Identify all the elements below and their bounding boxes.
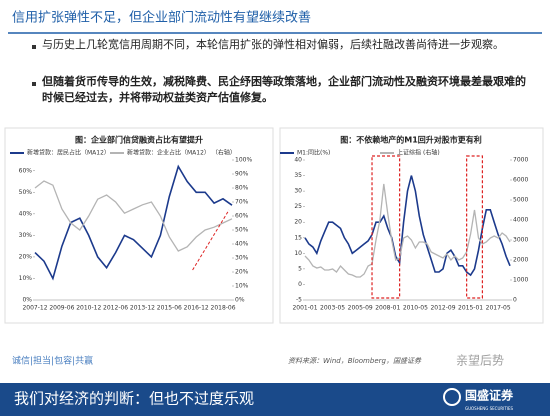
chart-title: 图：不依赖地产的M1回升对股市更有利 xyxy=(340,135,482,145)
legend-label: 上证综指 xyxy=(397,149,421,157)
y-tick-label: 10% xyxy=(19,275,33,282)
series-line xyxy=(304,183,511,278)
panel xyxy=(279,127,544,324)
x-tick-label: 2008-01 xyxy=(375,305,400,312)
series-line xyxy=(34,180,233,252)
slide-title: 信用扩张弹性不足，但企业部门流动性有望继续改善 xyxy=(12,10,311,26)
y2-tick-label: 20% xyxy=(235,269,249,276)
y-tick-label: 60% xyxy=(19,167,33,174)
y-tick-label: 5 xyxy=(298,265,302,272)
panel xyxy=(4,127,274,324)
y-tick-label: 30% xyxy=(19,232,33,239)
x-tick-label: 2003-05 xyxy=(320,305,345,312)
x-tick-label: 2013-12 xyxy=(130,305,155,312)
y2-tick-label: 100% xyxy=(235,157,252,164)
x-tick-label: 2007-12 xyxy=(22,305,47,312)
y-tick-label: 30 xyxy=(294,188,302,195)
bullet-box: 但随着货币传导的生效，减税降费、民企纾困等政策落地，企业部门流动性及融资环境最差… xyxy=(42,75,526,104)
banner-text: 我们对经济的判断：但也不过度乐观 xyxy=(14,390,254,408)
x-tick-label: 2009-06 xyxy=(49,305,74,312)
y-tick-label: -5 xyxy=(296,297,302,304)
x-tick-label: 2005-09 xyxy=(348,305,373,312)
x-tick-label: 2010-05 xyxy=(403,305,428,312)
legend-note: (右轴) xyxy=(423,149,440,157)
chart-title: 图：企业部门信贷融资占比有望提升 xyxy=(75,135,203,145)
source: 资料来源：Wind，Bloomberg，国盛证券 xyxy=(288,357,422,365)
logo-en: GUOSHENG SECURITIES xyxy=(465,406,514,411)
legend-note: （右轴） xyxy=(212,149,236,157)
y-tick-label: 0% xyxy=(22,297,32,304)
x-tick-label: 2001-01 xyxy=(292,305,317,312)
series-line xyxy=(34,164,233,281)
logo: 国盛证券 xyxy=(465,388,514,403)
y-tick-label: 20 xyxy=(294,219,302,226)
logo-icon xyxy=(443,388,461,406)
watermark: 亲望后势 xyxy=(456,354,504,368)
y2-tick-label: 30% xyxy=(235,255,249,262)
banner xyxy=(0,383,550,416)
legend-label: M1:同比(%) xyxy=(297,149,330,157)
x-tick-label: 2010-12 xyxy=(76,305,101,312)
bullet-icon xyxy=(32,45,36,49)
legend-label: 新增贷款：企业占比（MA12） xyxy=(127,149,210,157)
y2-tick-label: 70% xyxy=(235,199,249,206)
trend-arrow xyxy=(192,209,230,271)
bullet-2: 但随着货币传导的生效，减税降费、民企纾困等政策落地，企业部门流动性及融资环境最差… xyxy=(42,75,526,104)
bullet-icon xyxy=(32,82,36,86)
y2-tick-label: 0% xyxy=(235,297,245,304)
y2-tick-label: 4000 xyxy=(513,217,528,224)
y-tick-label: 35 xyxy=(294,172,302,179)
y-tick-label: 40% xyxy=(19,210,33,217)
y2-tick-label: 7000 xyxy=(513,157,528,164)
y-tick-label: 10 xyxy=(294,250,302,257)
x-tick-label: 2017-05 xyxy=(486,305,511,312)
y2-tick-label: 5000 xyxy=(513,197,528,204)
y2-tick-label: 3000 xyxy=(513,237,528,244)
y-tick-label: 20% xyxy=(19,253,33,260)
bullet-box: 与历史上几轮宽信用周期不同，本轮信用扩张的弹性相对偏弱，后续社融改善尚待进一步观… xyxy=(42,38,504,51)
x-tick-label: 2018-06 xyxy=(211,305,236,312)
y2-tick-label: 1000 xyxy=(513,277,528,284)
y-tick-label: 50% xyxy=(19,189,33,196)
y2-tick-label: 0 xyxy=(513,297,517,304)
y2-tick-label: 6000 xyxy=(513,177,528,184)
y2-tick-label: 50% xyxy=(235,227,249,234)
y-tick-label: 40 xyxy=(294,157,302,164)
y2-tick-label: 40% xyxy=(235,241,249,248)
y-tick-label: 0 xyxy=(298,281,302,288)
y2-tick-label: 2000 xyxy=(513,257,528,264)
x-tick-label: 2016-12 xyxy=(184,305,209,312)
highlight-box xyxy=(466,155,484,299)
bullet-1: 与历史上几轮宽信用周期不同，本轮信用扩张的弹性相对偏弱，后续社融改善尚待进一步观… xyxy=(42,38,504,51)
x-tick-label: 2012-06 xyxy=(103,305,128,312)
x-tick-label: 2015-06 xyxy=(157,305,182,312)
x-tick-label: 2012-09 xyxy=(430,305,455,312)
y-tick-label: 15 xyxy=(294,234,302,241)
legend-label: 新增贷款：居民占比（MA12） xyxy=(27,149,110,157)
y2-tick-label: 60% xyxy=(235,213,249,220)
x-tick-label: 2015-01 xyxy=(458,305,483,312)
series-line xyxy=(304,175,511,277)
y2-tick-label: 90% xyxy=(235,171,249,178)
y2-tick-label: 80% xyxy=(235,185,249,192)
motto: 诚信|担当|包容|共赢 xyxy=(12,355,93,367)
highlight-box xyxy=(371,155,401,299)
y2-tick-label: 10% xyxy=(235,283,249,290)
y-tick-label: 25 xyxy=(294,203,302,210)
